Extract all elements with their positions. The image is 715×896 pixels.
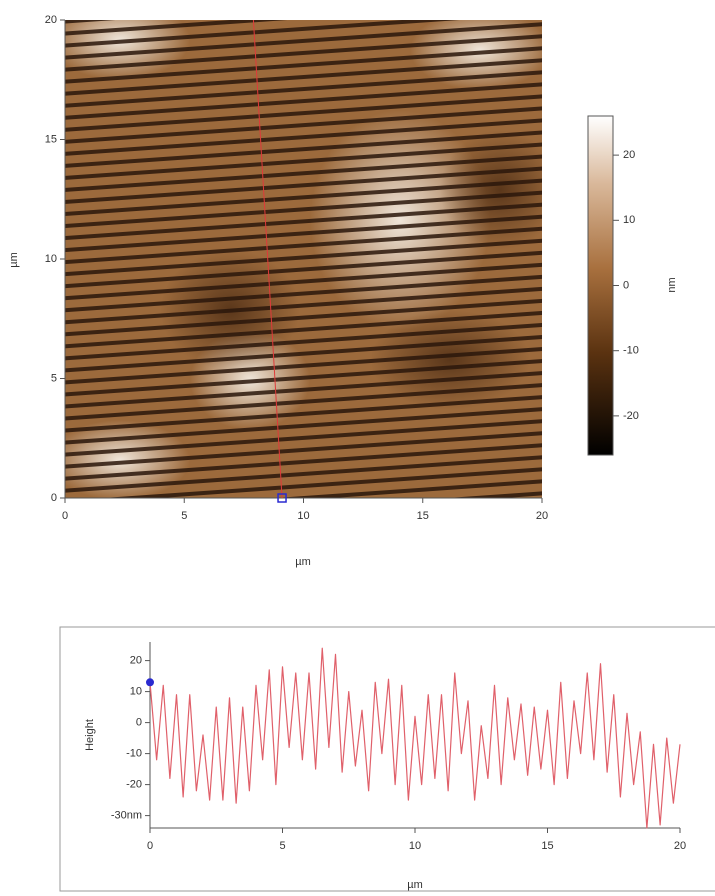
colorbar-tick-label: -20 xyxy=(623,410,639,422)
profile-marker xyxy=(277,493,287,503)
profile-line xyxy=(252,19,283,499)
x-tick-label: 0 xyxy=(147,840,153,852)
x-tick-label: 0 xyxy=(62,510,68,522)
colorbar-tick-label: 20 xyxy=(623,149,635,161)
profile-curve xyxy=(149,647,681,829)
colorbar-label: nm xyxy=(666,277,678,292)
y-tick-label: 20 xyxy=(130,655,142,667)
y-tick-label: 10 xyxy=(130,686,142,698)
x-tick-label: 20 xyxy=(536,510,548,522)
y-tick-label: 15 xyxy=(45,133,57,145)
x-tick-label: 5 xyxy=(181,510,187,522)
y-tick-label: 0 xyxy=(136,717,142,729)
colorbar-tick-label: -10 xyxy=(623,345,639,357)
y-tick-label: 5 xyxy=(51,372,57,384)
y-axis-label: Height xyxy=(84,719,96,751)
y-tick-label: 0 xyxy=(51,492,57,504)
x-axis-label: µm xyxy=(407,879,423,891)
x-axis-label: µm xyxy=(295,556,311,568)
colorbar-tick-label: 10 xyxy=(623,214,635,226)
x-tick-label: 20 xyxy=(674,840,686,852)
y-tick-label: -30nm xyxy=(111,810,142,822)
x-tick-label: 15 xyxy=(417,510,429,522)
y-tick-label: 20 xyxy=(45,14,57,26)
y-axis-label: µm xyxy=(8,252,20,268)
y-tick-label: -20 xyxy=(126,779,142,791)
x-tick-label: 5 xyxy=(279,840,285,852)
x-tick-label: 15 xyxy=(541,840,553,852)
cursor-marker xyxy=(146,678,154,687)
profile-frame xyxy=(59,626,715,892)
x-tick-label: 10 xyxy=(409,840,421,852)
colorbar-tick-label: 0 xyxy=(623,279,629,291)
colorbar xyxy=(587,115,614,456)
y-tick-label: 10 xyxy=(45,253,57,265)
afm-image xyxy=(65,20,542,498)
y-tick-label: -10 xyxy=(126,748,142,760)
x-tick-label: 10 xyxy=(297,510,309,522)
